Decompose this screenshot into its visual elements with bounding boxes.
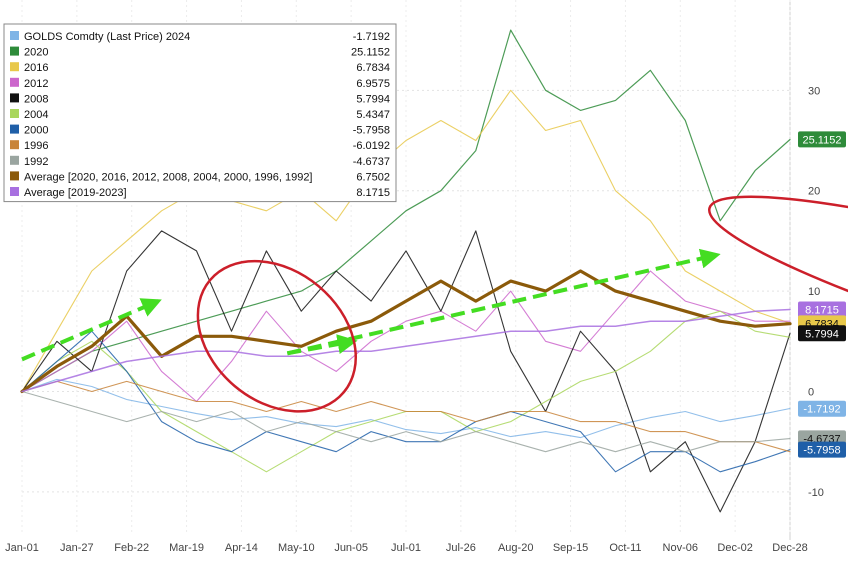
trend-arrow: [286, 248, 721, 356]
legend-swatch: [10, 46, 19, 56]
legend-swatch: [10, 187, 19, 196]
value-tag-label: 8.1715: [805, 304, 839, 316]
legend-value: 8.1715: [356, 187, 390, 199]
legend-value: 6.7502: [356, 171, 390, 183]
legend-label: Average [2019-2023]: [24, 187, 127, 199]
legend: GOLDS Comdty (Last Price) 2024 -1.7192 202…: [3, 23, 397, 203]
trend-arrow: [286, 334, 358, 356]
legend-value: -5.7958: [353, 125, 390, 137]
value-tag-label: 5.7994: [805, 328, 839, 340]
x-tick-label: Jul-01: [391, 542, 421, 554]
legend-swatch: [10, 155, 19, 165]
series-line: [21, 308, 791, 393]
value-tag-label: 25.1152: [803, 134, 842, 146]
series-line: [20, 269, 792, 394]
legend-swatch: [10, 124, 19, 134]
legend-value: 6.7834: [356, 62, 390, 74]
x-tick-label: Oct-11: [609, 542, 641, 554]
legend-label: 1996: [24, 140, 48, 152]
trend-arrow: [21, 298, 162, 362]
legend-box: [3, 23, 397, 203]
legend-swatch: [10, 171, 19, 181]
series-group: [20, 29, 792, 513]
x-tick-label: Jan-01: [5, 542, 39, 554]
value-tag-label: -1.7192: [803, 404, 840, 416]
legend-label: 2020: [24, 47, 48, 59]
x-tick-label: Dec-28: [772, 542, 807, 554]
value-tag: [798, 325, 846, 342]
value-tag-label: -5.7958: [803, 445, 840, 457]
series-line: [21, 270, 791, 403]
legend-label: 2000: [24, 125, 48, 137]
value-tag: [798, 301, 846, 318]
series-line: [21, 380, 791, 453]
x-tick-label: Aug-20: [498, 542, 533, 554]
legend-label: 2012: [24, 78, 48, 90]
highlight-ellipse: [196, 259, 358, 413]
y-tick-label: 0: [808, 386, 814, 398]
x-tick-label: Jan-27: [60, 542, 94, 554]
x-tick-label: Jul-26: [446, 542, 476, 554]
x-tick-label: Apr-14: [225, 542, 258, 554]
legend-value: -1.7192: [353, 31, 390, 43]
y-tick-label: 20: [808, 186, 820, 198]
series-line: [21, 230, 791, 513]
legend-value: -6.0192: [353, 140, 390, 152]
highlight-ellipse: [708, 195, 848, 417]
legend-swatch: [10, 31, 19, 40]
value-tag: [798, 131, 846, 148]
legend-swatch: [10, 93, 19, 103]
value-tag: [798, 441, 846, 458]
series-line: [21, 390, 791, 453]
x-tick-label: Jun-05: [334, 542, 368, 554]
legend-swatch: [10, 62, 19, 72]
x-tick-label: Dec-02: [717, 542, 752, 554]
legend-label: GOLDS Comdty (Last Price) 2024: [24, 31, 190, 43]
series-line: [21, 330, 791, 473]
x-tick-label: Mar-19: [169, 542, 204, 554]
legend-swatch: [10, 77, 19, 87]
y-tick-label: 30: [808, 85, 820, 97]
legend-label: Average [2020, 2016, 2012, 2008, 2004, 2…: [24, 171, 313, 183]
series-line: [21, 89, 791, 393]
legend-swatch: [10, 109, 19, 118]
x-tick-label: May-10: [278, 542, 315, 554]
series-line: [21, 29, 791, 393]
x-tick-label: Sep-15: [553, 542, 588, 554]
x-tick-label: Nov-06: [663, 542, 698, 554]
legend-label: 2016: [24, 62, 48, 74]
legend-value: 6.9575: [356, 78, 390, 90]
legend-value: 5.4347: [356, 109, 390, 121]
legend-value: 5.7994: [356, 93, 390, 105]
x-tick-label: Feb-22: [114, 542, 149, 554]
legend-label: 2004: [24, 109, 48, 121]
legend-label: 1992: [24, 156, 48, 168]
y-tick-label: 10: [808, 286, 820, 298]
legend-value: -4.6737: [353, 156, 390, 168]
legend-label: 2008: [24, 93, 48, 105]
y-tick-label: -10: [808, 487, 824, 499]
legend-swatch: [10, 140, 19, 150]
value-tag: [798, 400, 846, 417]
legend-value: 25.1152: [351, 47, 390, 59]
